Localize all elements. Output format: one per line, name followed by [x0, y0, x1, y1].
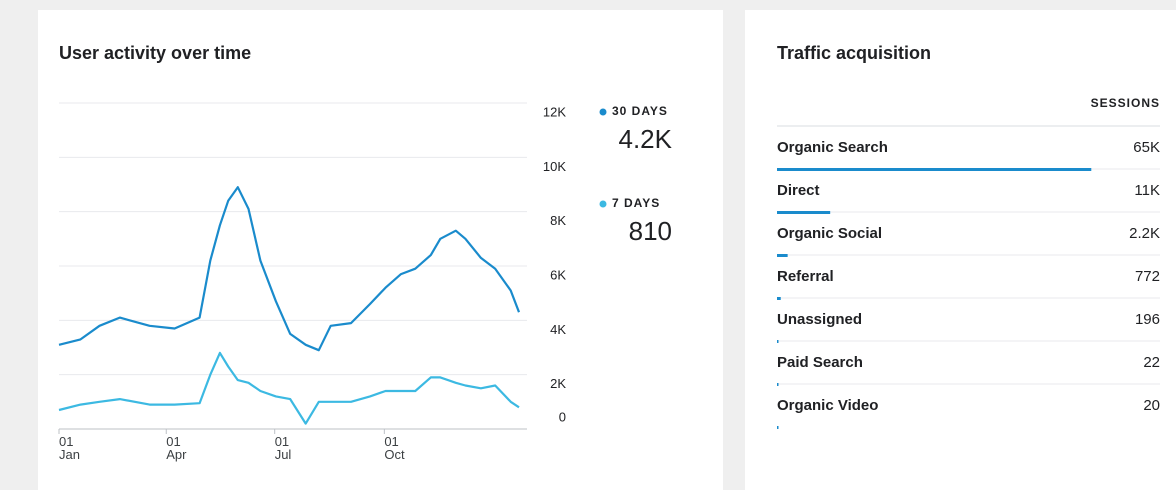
legend-label: 30 DAYS — [612, 104, 668, 118]
y-tick-label: 6K — [550, 267, 566, 282]
row-name: Organic Search — [777, 139, 888, 156]
traffic-card — [745, 10, 1176, 490]
session-bar — [777, 211, 831, 214]
row-value: 772 — [1135, 268, 1160, 285]
legend-dot — [599, 108, 607, 116]
row-value: 11K — [1134, 182, 1160, 199]
row-name: Organic Video — [777, 397, 878, 414]
legend-value: 4.2K — [619, 124, 673, 154]
series-line — [58, 351, 520, 425]
legend-label: 7 DAYS — [612, 196, 660, 210]
session-bar — [777, 383, 779, 386]
row-name: Referral — [777, 268, 834, 285]
y-tick-label: 2K — [550, 376, 566, 391]
y-tick-label: 0 — [559, 409, 566, 424]
session-bar — [777, 340, 779, 343]
row-name: Paid Search — [777, 354, 863, 371]
session-bar — [777, 297, 781, 300]
column-header: SESSIONS — [1091, 96, 1160, 110]
chart-title: User activity over time — [59, 43, 251, 63]
row-name: Direct — [777, 182, 820, 199]
legend-dot — [599, 200, 607, 208]
row-value: 2.2K — [1129, 225, 1160, 242]
row-value: 20 — [1143, 397, 1160, 414]
y-tick-label: 8K — [550, 213, 566, 228]
y-tick-label: 10K — [543, 159, 566, 174]
x-tick-label: 01 Apr — [166, 434, 187, 462]
session-bar — [777, 168, 1092, 171]
row-name: Unassigned — [777, 311, 862, 328]
row-value: 22 — [1143, 354, 1160, 371]
session-bar — [777, 254, 788, 257]
session-bar — [777, 426, 779, 429]
row-value: 196 — [1135, 311, 1160, 328]
y-tick-label: 12K — [543, 104, 566, 119]
row-value: 65K — [1133, 139, 1160, 156]
x-tick-label: 01 Oct — [384, 434, 405, 462]
activity-card — [38, 10, 723, 490]
row-name: Organic Social — [777, 225, 882, 242]
series-line — [58, 186, 521, 352]
table-title: Traffic acquisition — [777, 43, 931, 63]
x-tick-label: 01 Jan — [59, 434, 80, 462]
y-tick-label: 4K — [550, 322, 566, 337]
legend-value: 810 — [629, 216, 672, 246]
x-tick-label: 01 Jul — [274, 434, 292, 462]
